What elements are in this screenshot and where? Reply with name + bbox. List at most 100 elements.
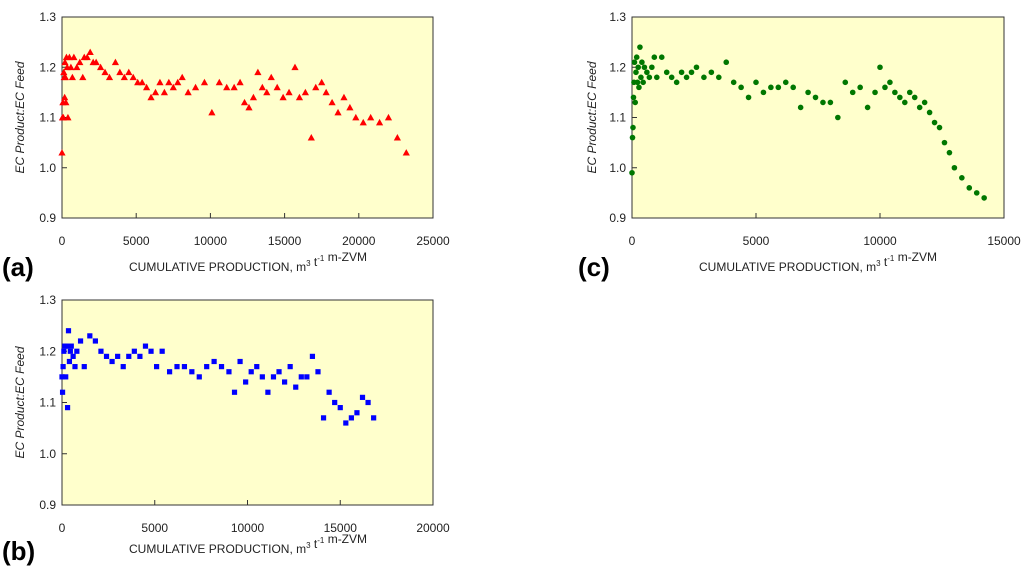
data-point <box>668 74 675 81</box>
chart-b: 0.9 1.0 1.1 1.2 1.3 0 5000 10000 15000 20000 CUMUL… <box>2 293 450 566</box>
data-point <box>941 139 948 146</box>
data-point <box>282 379 288 385</box>
data-point <box>797 104 804 111</box>
data-point <box>249 93 258 101</box>
data-point <box>293 384 299 390</box>
data-point <box>630 124 636 131</box>
data-point <box>640 79 646 86</box>
data-point <box>60 364 66 370</box>
data-point <box>651 54 658 60</box>
data-point <box>402 149 410 156</box>
data-point <box>812 94 819 101</box>
data-point <box>215 78 223 86</box>
data-point <box>178 73 186 81</box>
data-point <box>337 405 343 411</box>
data-point <box>631 59 638 66</box>
data-point <box>116 68 124 76</box>
data-point <box>633 54 640 60</box>
data-point <box>864 104 871 111</box>
data-point <box>635 64 641 71</box>
data-point <box>693 64 700 71</box>
y-axis-label: EC Product:EC Feed <box>585 61 599 173</box>
x-tick-label: 15000 <box>268 234 302 248</box>
data-point <box>103 353 110 359</box>
data-point <box>63 374 69 380</box>
data-point <box>64 113 72 121</box>
data-point <box>196 374 202 380</box>
data-point <box>87 333 93 339</box>
data-point <box>142 83 151 91</box>
data-point <box>270 374 277 380</box>
data-point <box>307 134 315 141</box>
x-tick-label: 10000 <box>863 234 897 248</box>
data-point <box>263 88 271 96</box>
panel-label: (c) <box>578 252 610 282</box>
x-tick-label: 20000 <box>416 521 450 535</box>
data-point <box>265 389 271 395</box>
data-point <box>835 114 841 121</box>
data-point <box>59 374 65 380</box>
data-point <box>629 134 636 141</box>
data-point <box>334 108 342 116</box>
data-point <box>882 84 888 91</box>
data-point <box>285 88 293 96</box>
data-point <box>375 118 384 126</box>
x-tick-label: 5000 <box>141 521 168 535</box>
data-point <box>872 89 878 96</box>
data-point <box>359 118 367 126</box>
data-point <box>393 134 401 141</box>
data-point <box>630 94 637 101</box>
y-tick-label: 1.0 <box>39 447 56 461</box>
data-point <box>877 64 883 71</box>
data-point <box>663 69 670 76</box>
data-point <box>67 63 75 71</box>
data-point <box>267 73 275 81</box>
data-point <box>125 68 133 76</box>
y-tick-label: 1.1 <box>609 111 626 125</box>
data-point <box>887 79 893 86</box>
data-point <box>328 98 336 106</box>
data-point <box>326 389 332 395</box>
y-tick-label: 1.1 <box>39 111 56 125</box>
data-point <box>86 48 94 56</box>
data-point <box>629 169 635 176</box>
data-point <box>897 94 903 101</box>
data-point <box>716 74 722 81</box>
y-axis-label: EC Product:EC Feed <box>13 61 27 173</box>
data-point <box>131 348 137 354</box>
data-point <box>973 190 980 196</box>
data-point <box>827 99 834 106</box>
data-point <box>254 364 260 370</box>
x-tick-label: 15000 <box>987 234 1021 248</box>
data-point <box>218 364 225 370</box>
x-axis-label: CUMULATIVE PRODUCTION, m3 t-1 m-ZVM <box>129 250 367 274</box>
chart-a: 0.9 1.0 1.1 1.2 1.3 0 5000 10000 15000 20000 25000… <box>2 10 450 282</box>
data-point <box>109 358 115 365</box>
data-point <box>129 73 137 81</box>
data-point <box>332 399 338 406</box>
data-point <box>273 83 281 91</box>
data-point <box>259 374 265 380</box>
data-point <box>723 59 730 66</box>
data-point <box>74 348 80 354</box>
series-markers <box>58 48 410 156</box>
data-point <box>641 64 648 71</box>
data-point <box>64 405 71 411</box>
data-point <box>857 84 863 91</box>
series-markers <box>629 44 987 201</box>
data-point <box>959 175 965 181</box>
data-point <box>916 104 923 111</box>
data-point <box>921 99 928 106</box>
data-point <box>59 389 66 395</box>
data-point <box>92 58 100 66</box>
data-point <box>371 415 377 421</box>
data-point <box>137 353 143 359</box>
data-point <box>154 364 160 370</box>
data-point <box>138 78 146 86</box>
x-tick-label: 25000 <box>416 234 450 248</box>
data-point <box>279 93 287 101</box>
data-point <box>226 369 232 375</box>
data-point <box>189 369 195 375</box>
data-point <box>312 83 320 91</box>
data-point <box>936 124 943 131</box>
